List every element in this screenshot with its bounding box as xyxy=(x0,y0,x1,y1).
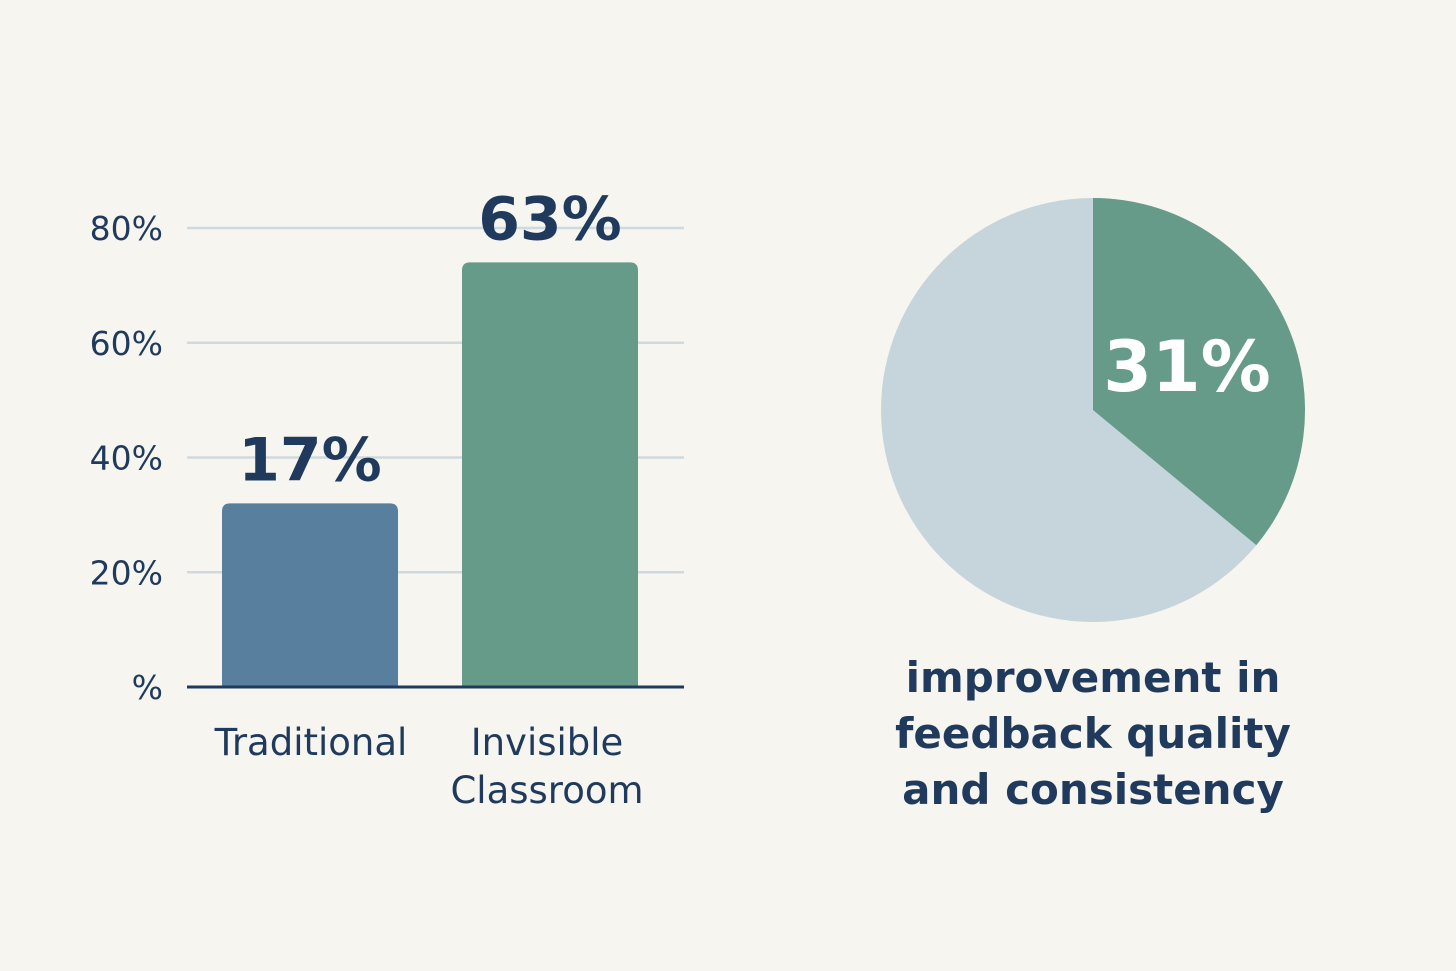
bar-value-label: 17% xyxy=(238,425,382,495)
y-tick-label: 80% xyxy=(90,209,163,248)
pie-slice-highlight xyxy=(1093,198,1305,546)
caption-line: and consistency xyxy=(902,765,1284,814)
y-tick-label: % xyxy=(132,668,163,707)
pie-slice-label: 31% xyxy=(1103,326,1271,408)
bar-category-labels: Traditional Invisible Classroom xyxy=(214,721,644,812)
x-category-label: Invisible xyxy=(471,721,624,764)
bar-chart: % 20% 40% 60% 80% 17% 63% Traditional Invisibl… xyxy=(90,184,684,812)
x-category-label: Classroom xyxy=(450,769,643,812)
bar-invisible-classroom xyxy=(462,262,638,687)
y-tick-label: 20% xyxy=(90,553,163,592)
pie-slices xyxy=(881,198,1305,622)
x-category-label: Traditional xyxy=(214,721,408,764)
bar-value-labels: 17% 63% xyxy=(238,184,622,495)
pie-caption: improvement in feedback quality and consis… xyxy=(895,653,1291,814)
bar-series xyxy=(222,262,638,687)
y-tick-label: 40% xyxy=(90,439,163,478)
bar-y-tick-labels: % 20% 40% 60% 80% xyxy=(90,209,163,707)
caption-line: feedback quality xyxy=(895,709,1291,758)
pie-chart: 31% improvement in feedback quality and co… xyxy=(881,198,1305,814)
caption-line: improvement in xyxy=(906,653,1281,702)
bar-value-label: 63% xyxy=(478,184,622,254)
bar-traditional xyxy=(222,503,398,687)
y-tick-label: 60% xyxy=(90,324,163,363)
